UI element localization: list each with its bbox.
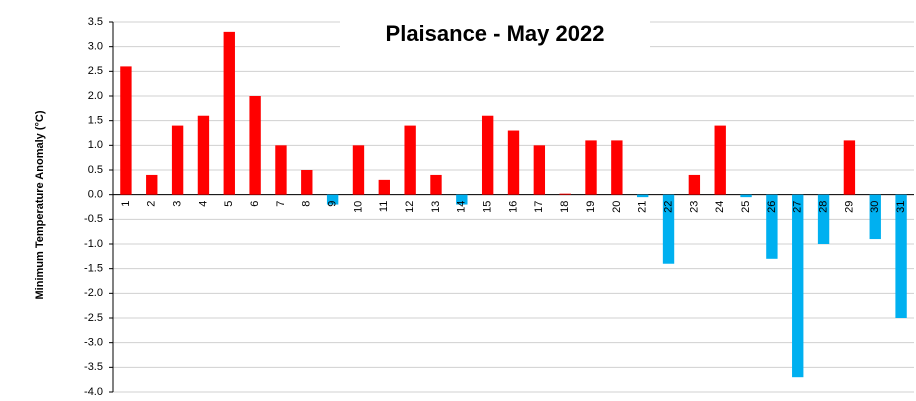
x-tick-label: 21 xyxy=(637,201,649,213)
x-tick-label: 5 xyxy=(223,201,235,207)
x-tick-label: 28 xyxy=(817,201,829,213)
y-tick-label: -3.0 xyxy=(84,337,103,349)
bar xyxy=(869,194,881,240)
y-tick-label: -4.0 xyxy=(84,386,103,398)
y-tick-label: 0.5 xyxy=(88,164,103,176)
x-tick-label: 2 xyxy=(146,201,158,207)
bar xyxy=(171,125,184,195)
x-tick-label: 3 xyxy=(172,201,184,207)
bar xyxy=(559,193,571,195)
bar xyxy=(507,130,520,195)
bar xyxy=(766,194,778,259)
x-tick-label: 25 xyxy=(740,201,752,213)
bar xyxy=(301,170,313,195)
y-tick-label: -2.0 xyxy=(84,287,103,299)
x-tick-label: 14 xyxy=(456,201,468,213)
x-tick-label: 4 xyxy=(197,201,209,207)
y-tick-label: 2.0 xyxy=(88,90,103,102)
bar xyxy=(637,194,649,198)
y-tick-label: -3.5 xyxy=(84,361,103,373)
bar xyxy=(714,125,726,195)
bar xyxy=(275,145,287,195)
bar xyxy=(585,140,597,195)
title-background xyxy=(340,18,650,50)
x-tick-label: 13 xyxy=(430,201,442,213)
bar xyxy=(120,66,132,195)
x-tick-label: 20 xyxy=(611,201,623,213)
x-tick-label: 22 xyxy=(662,201,674,213)
chart-title: Plaisance - May 2022 xyxy=(386,21,605,46)
bar xyxy=(223,31,235,195)
bar xyxy=(611,140,623,195)
bar xyxy=(895,194,907,318)
bar xyxy=(197,115,210,195)
x-tick-label: 27 xyxy=(792,201,804,213)
x-tick-label: 10 xyxy=(352,201,364,213)
x-tick-label: 15 xyxy=(482,201,494,213)
x-tick-label: 30 xyxy=(869,201,881,213)
y-tick-label: 1.0 xyxy=(88,139,103,151)
y-tick-label: 1.5 xyxy=(88,115,103,127)
bar xyxy=(792,194,804,378)
x-tick-label: 26 xyxy=(766,201,778,213)
y-tick-label: 0.0 xyxy=(88,189,103,201)
bar xyxy=(662,194,675,264)
bar xyxy=(404,125,416,195)
x-tick-label: 12 xyxy=(404,201,416,213)
bar xyxy=(352,145,365,195)
y-tick-label: 3.5 xyxy=(88,16,103,28)
x-tick-label: 19 xyxy=(585,201,597,213)
y-tick-label: 3.0 xyxy=(88,41,103,53)
x-tick-label: 17 xyxy=(533,201,545,213)
y-tick-label: -0.5 xyxy=(84,213,103,225)
bar xyxy=(688,174,701,195)
bar xyxy=(456,194,468,205)
y-tick-label: -1.0 xyxy=(84,238,103,250)
x-tick-label: 6 xyxy=(249,201,261,207)
x-tick-label: 24 xyxy=(714,201,726,213)
x-tick-label: 7 xyxy=(275,201,287,207)
bar xyxy=(249,96,261,195)
x-tick-label: 31 xyxy=(895,201,907,213)
y-tick-label: -2.5 xyxy=(84,312,103,324)
bar xyxy=(481,115,494,195)
bar xyxy=(533,145,546,195)
bar xyxy=(843,140,856,195)
y-tick-label: -1.5 xyxy=(84,263,103,275)
x-tick-label: 8 xyxy=(301,201,313,207)
bar xyxy=(430,174,442,195)
bar xyxy=(740,194,752,198)
bar xyxy=(146,174,158,195)
x-tick-label: 9 xyxy=(327,201,339,207)
bar xyxy=(817,194,830,244)
x-tick-label: 18 xyxy=(559,201,571,213)
bar xyxy=(378,179,390,195)
x-tick-label: 11 xyxy=(378,201,390,212)
x-tick-label: 1 xyxy=(120,201,132,207)
x-tick-label: 29 xyxy=(843,201,855,213)
x-tick-label: 23 xyxy=(688,201,700,213)
y-tick-label: 2.5 xyxy=(88,65,103,77)
y-axis-title: Minimum Temperature Anomaly (°C) xyxy=(34,110,46,299)
x-tick-label: 16 xyxy=(507,201,519,213)
bar xyxy=(326,194,339,205)
